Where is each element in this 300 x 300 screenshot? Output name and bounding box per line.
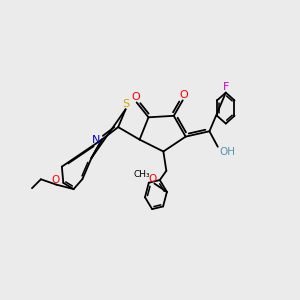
Text: OH: OH <box>219 147 235 157</box>
Text: O: O <box>148 174 156 184</box>
Text: N: N <box>92 135 101 145</box>
Text: S: S <box>123 99 130 109</box>
Text: O: O <box>132 92 140 102</box>
Text: CH₃: CH₃ <box>134 169 150 178</box>
Text: O: O <box>52 175 60 184</box>
Text: F: F <box>223 82 229 92</box>
Text: O: O <box>179 90 188 100</box>
